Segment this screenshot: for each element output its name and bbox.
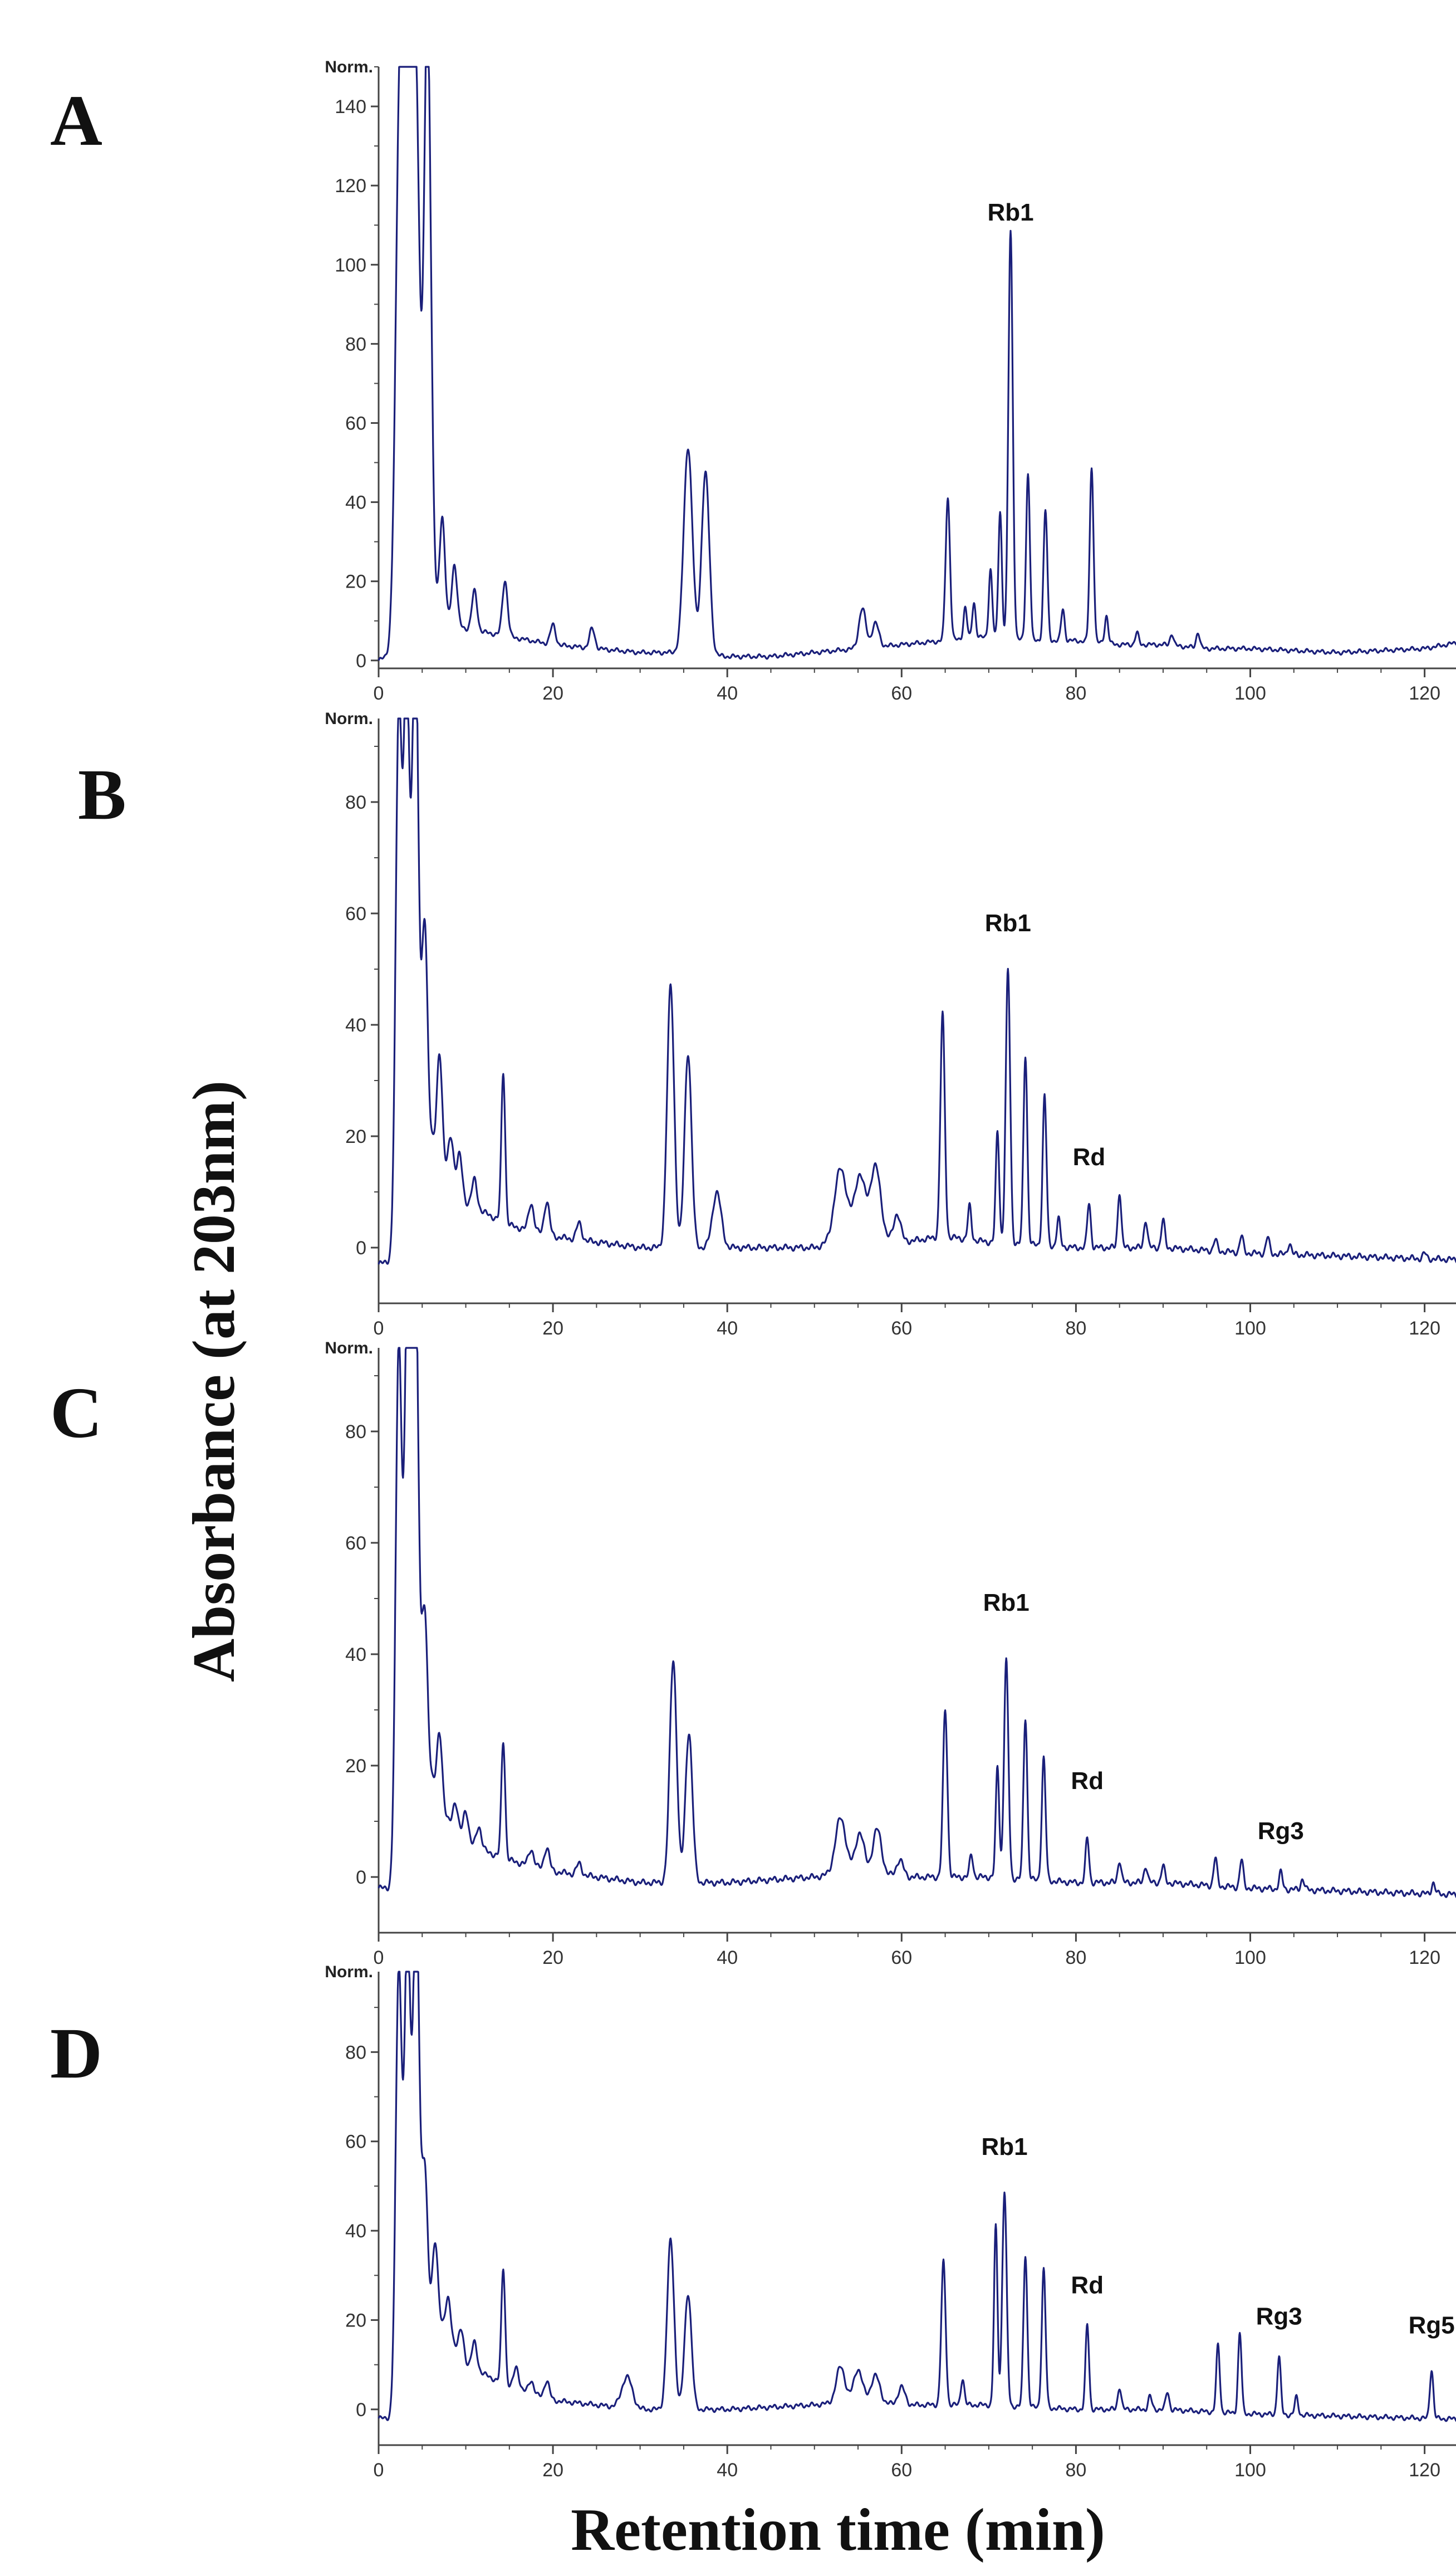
panel-letter: B (78, 755, 126, 835)
y-tick-label: 80 (345, 792, 366, 813)
x-tick-label: 120 (1409, 1947, 1440, 1968)
y-tick-label: 40 (345, 1644, 366, 1665)
y-tick-label: 20 (345, 2310, 366, 2331)
x-tick-label: 100 (1234, 2460, 1266, 2481)
x-tick-label: 80 (1065, 1318, 1086, 1339)
x-tick-label: 60 (891, 1947, 912, 1968)
chromatogram-trace (378, 717, 1456, 1265)
chromatogram-trace (378, 1971, 1456, 2422)
x-tick-label: 80 (1065, 2460, 1086, 2481)
x-tick-label: 0 (374, 683, 384, 704)
y-tick-label: 100 (335, 255, 366, 276)
x-tick-label: 40 (717, 1947, 738, 1968)
y-tick-label: 20 (345, 571, 366, 593)
y-tick-label: 40 (345, 492, 366, 514)
x-tick-label: 80 (1065, 683, 1086, 704)
x-tick-label: 0 (374, 1947, 384, 1968)
x-tick-label: 20 (542, 2460, 563, 2481)
y-tick-label: 60 (345, 903, 366, 925)
y-tick-label: 60 (345, 2132, 366, 2153)
x-tick-label: 120 (1409, 2460, 1440, 2481)
peak-label-rb1: Rb1 (981, 2133, 1027, 2160)
x-tick-label: 100 (1234, 1947, 1266, 1968)
x-tick-label: 80 (1065, 1947, 1086, 1968)
x-axis-title: Retention time (min) (571, 2497, 1105, 2563)
x-tick-label: 100 (1234, 683, 1266, 704)
y-tick-label: 20 (345, 1756, 366, 1777)
x-tick-label: 20 (542, 683, 563, 704)
peak-label-rg5: Rg5 (1409, 2312, 1455, 2339)
panel-letter: D (50, 2013, 102, 2094)
chart-panel-d: D020406080Norm.020406080100120minRb1RdRg… (50, 1963, 1456, 2481)
y-tick-label: 0 (356, 1238, 366, 1259)
y-tick-label: 60 (345, 1533, 366, 1554)
x-tick-label: 40 (717, 2460, 738, 2481)
x-tick-label: 20 (542, 1947, 563, 1968)
peak-label-rb1: Rb1 (983, 1589, 1030, 1616)
peak-label-rb1: Rb1 (985, 910, 1031, 937)
x-tick-label: 40 (717, 683, 738, 704)
chromatogram-trace (378, 66, 1456, 661)
x-tick-label: 20 (542, 1318, 563, 1339)
y-tick-label: 20 (345, 1126, 366, 1147)
y-unit-label: Norm. (325, 710, 373, 728)
y-tick-label: 140 (335, 96, 366, 118)
y-tick-label: 0 (356, 1867, 366, 1888)
y-tick-label: 120 (335, 175, 366, 197)
peak-label-rd: Rd (1073, 1143, 1106, 1171)
x-tick-label: 40 (717, 1318, 738, 1339)
chromatogram-trace (378, 1347, 1456, 1899)
y-tick-label: 0 (356, 651, 366, 672)
y-axis-title: Absorbance (at 203nm) (181, 1081, 247, 1682)
y-unit-label: Norm. (325, 58, 373, 76)
x-tick-label: 120 (1409, 683, 1440, 704)
x-tick-label: 60 (891, 683, 912, 704)
peak-label-rb1: Rb1 (987, 199, 1033, 226)
y-tick-label: 0 (356, 2399, 366, 2421)
y-tick-label: 40 (345, 2221, 366, 2242)
x-tick-label: 120 (1409, 1318, 1440, 1339)
chart-panel-a: A020406080100120140Norm.020406080100120m… (50, 58, 1456, 704)
peak-label-rd: Rd (1071, 1767, 1104, 1795)
panel-letter: C (50, 1373, 102, 1453)
y-tick-label: 40 (345, 1015, 366, 1036)
y-tick-label: 80 (345, 1421, 366, 1443)
x-tick-label: 60 (891, 2460, 912, 2481)
y-unit-label: Norm. (325, 1963, 373, 1981)
y-tick-label: 60 (345, 413, 366, 434)
x-tick-label: 0 (374, 2460, 384, 2481)
peak-label-rg3: Rg3 (1258, 1817, 1304, 1845)
y-tick-label: 80 (345, 334, 366, 355)
peak-label-rd: Rd (1071, 2271, 1104, 2299)
chart-panel-c: C020406080Norm.020406080100120minRb1RdRg… (50, 1339, 1456, 1968)
panel-letter: A (50, 81, 102, 161)
y-unit-label: Norm. (325, 1339, 373, 1357)
x-tick-label: 60 (891, 1318, 912, 1339)
peak-label-rg3: Rg3 (1256, 2303, 1302, 2330)
x-tick-label: 0 (374, 1318, 384, 1339)
x-tick-label: 100 (1234, 1318, 1266, 1339)
y-tick-label: 80 (345, 2042, 366, 2063)
